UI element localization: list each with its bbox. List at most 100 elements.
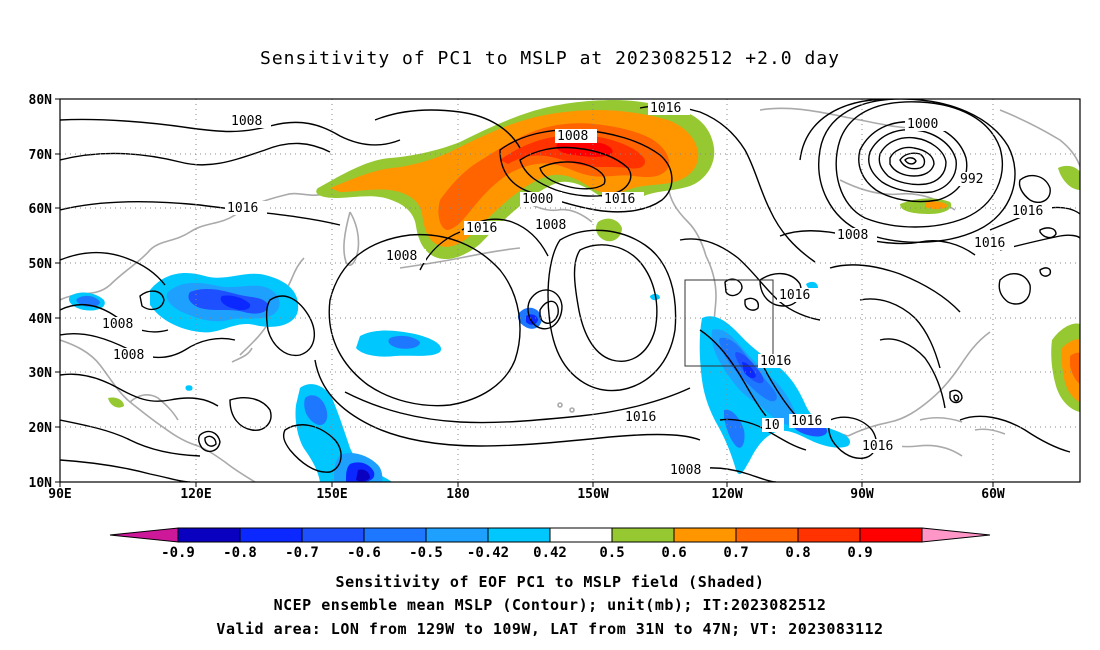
colorbar-segment (859, 527, 923, 543)
svg-text:1016: 1016 (760, 354, 791, 369)
lon-label: 120W (711, 487, 742, 502)
lat-label: 20N (29, 421, 53, 436)
contour-label: 1016 (860, 439, 902, 454)
svg-text:1008: 1008 (670, 463, 701, 478)
svg-text:1016: 1016 (974, 236, 1005, 251)
lat-label: 50N (29, 257, 53, 272)
colorbar-label: 0.5 (599, 545, 624, 561)
colorbar-label: 0.7 (723, 545, 748, 561)
lon-label: 180 (446, 487, 470, 502)
colorbar-segment (239, 527, 303, 543)
svg-text:1000: 1000 (522, 192, 553, 207)
lon-labels: 90E 120E 150E 180 150W 120W 90W 60W (48, 487, 1005, 502)
contour-label: 992 (958, 172, 992, 187)
svg-text:1008: 1008 (386, 249, 417, 264)
lon-label: 60W (981, 487, 1005, 502)
contour-label: 1016 (972, 236, 1014, 251)
contour-label: 10 (762, 418, 784, 433)
svg-text:1008: 1008 (113, 348, 144, 363)
lat-label: 10N (29, 476, 53, 491)
caption-valid-area: Valid area: LON from 129W to 109W, LAT f… (216, 620, 884, 638)
colorbar-segment (673, 527, 737, 543)
svg-text:1008: 1008 (557, 129, 588, 144)
colorbar-label: 0.6 (661, 545, 686, 561)
colorbar-segment (301, 527, 365, 543)
contour-label: 1008 (384, 249, 426, 264)
lon-label: 150W (577, 487, 608, 502)
svg-text:1016: 1016 (791, 414, 822, 429)
caption-contour: NCEP ensemble mean MSLP (Contour); unit(… (273, 596, 827, 614)
colorbar-label: -0.7 (285, 545, 319, 561)
svg-text:1000: 1000 (907, 117, 938, 132)
colorbar-segment (177, 527, 241, 543)
contour-label: 1016 (648, 101, 690, 116)
contour-label: 1008 (835, 228, 877, 243)
svg-text:1016: 1016 (625, 410, 656, 425)
svg-text:1016: 1016 (227, 201, 258, 216)
contour-label: 1008 (100, 317, 142, 332)
lat-label: 40N (29, 312, 53, 327)
lat-label: 30N (29, 366, 53, 381)
contour-label: 1000 (905, 117, 947, 132)
mslp-contours (60, 99, 1080, 482)
colorbar-segment (735, 527, 799, 543)
svg-text:1008: 1008 (231, 114, 262, 129)
lat-labels: 80N 70N 60N 50N 40N 30N 20N 10N (29, 93, 53, 491)
svg-text:1016: 1016 (862, 439, 893, 454)
contour-label: 1008 (533, 218, 575, 233)
colorbar-segment (487, 527, 551, 543)
svg-text:1008: 1008 (102, 317, 133, 332)
lon-label: 120E (180, 487, 211, 502)
contour-label: 1016 (623, 410, 665, 425)
svg-text:10: 10 (764, 418, 780, 433)
lat-label: 70N (29, 148, 53, 163)
svg-text:992: 992 (960, 172, 983, 187)
contour-label: 1016 (464, 221, 506, 236)
colorbar-label: 0.9 (847, 545, 872, 561)
svg-text:1008: 1008 (535, 218, 566, 233)
colorbar-end-high (921, 527, 991, 543)
svg-text:1016: 1016 (466, 221, 497, 236)
contour-label: 1000 (520, 192, 562, 207)
shading-negative (68, 272, 851, 482)
contour-label: 1008 (111, 348, 153, 363)
lon-label: 90E (48, 487, 71, 502)
colorbar-label: -0.9 (161, 545, 195, 561)
grid-lines (60, 99, 1080, 482)
svg-text:1008: 1008 (837, 228, 868, 243)
contour-labels: 1016 1008 1008 1000 1008 1016 1016 1008 … (100, 101, 1052, 478)
contour-label: 1016 (225, 201, 267, 216)
colorbar-end-low (109, 527, 179, 543)
contour-label: 1016 (777, 288, 819, 303)
lat-label: 60N (29, 202, 53, 217)
svg-text:1016: 1016 (1012, 204, 1043, 219)
contour-label: 1016 (758, 354, 800, 369)
contour-label: 1008 (555, 129, 597, 144)
colorbar-segment (363, 527, 427, 543)
colorbar-label: -0.42 (467, 545, 509, 561)
colorbar-label: 0.8 (785, 545, 810, 561)
svg-text:1016: 1016 (650, 101, 681, 116)
colorbar-segment (425, 527, 489, 543)
caption-shaded: Sensitivity of EOF PC1 to MSLP field (Sh… (335, 573, 765, 591)
colorbar-segment (549, 527, 613, 543)
colorbar: -0.9 -0.8 -0.7 -0.6 -0.5 -0.42 0.42 0.5 0.6 0.7 0.… (109, 527, 991, 561)
contour-label: 1016 (602, 192, 644, 207)
colorbar-segment (611, 527, 675, 543)
lat-label: 80N (29, 93, 53, 108)
shading-positive (108, 100, 1080, 412)
map-title: Sensitivity of PC1 to MSLP at 2023082512… (259, 48, 840, 69)
contour-label: 1008 (668, 463, 710, 478)
colorbar-label: -0.8 (223, 545, 257, 561)
map-frame (59, 98, 1081, 483)
svg-text:1016: 1016 (604, 192, 635, 207)
contour-label: 1016 (789, 414, 831, 429)
sensitivity-map: 1016 1008 1008 1000 1008 1016 1016 1008 … (29, 93, 1081, 561)
colorbar-label: -0.6 (347, 545, 381, 561)
colorbar-segment (797, 527, 861, 543)
colorbar-label: 0.42 (533, 545, 567, 561)
svg-text:1016: 1016 (779, 288, 810, 303)
lon-label: 150E (316, 487, 347, 502)
lon-label: 90W (850, 487, 874, 502)
colorbar-label: -0.5 (409, 545, 443, 561)
